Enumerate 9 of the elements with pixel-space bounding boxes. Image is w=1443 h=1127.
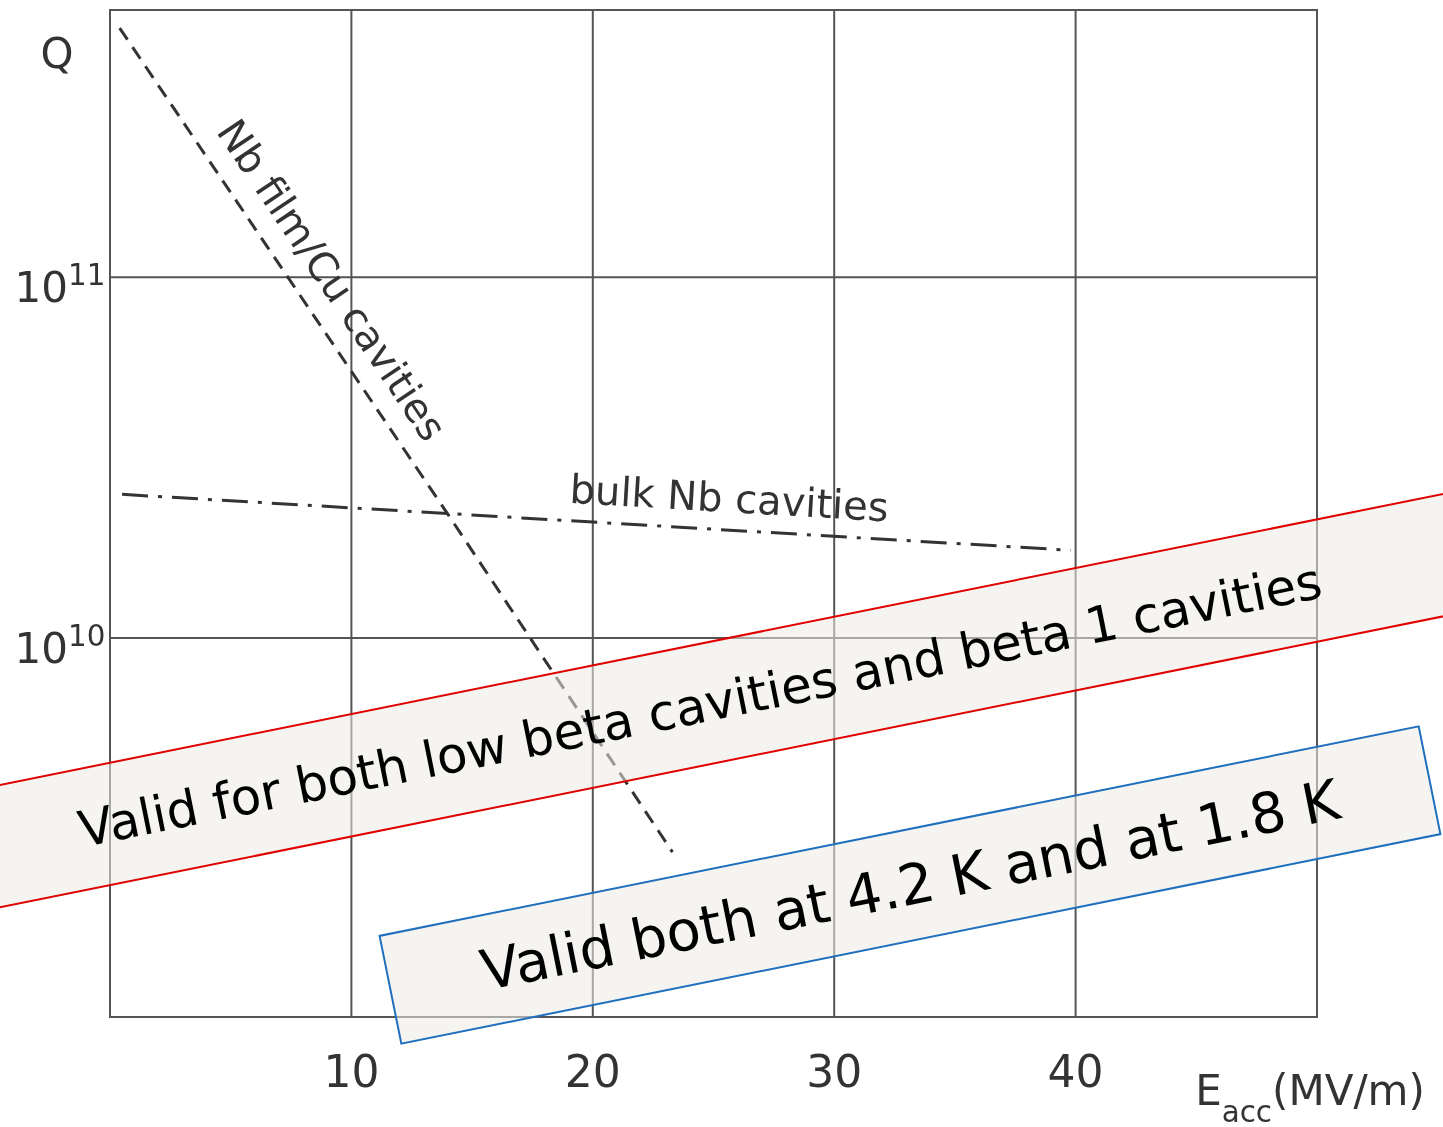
x-tick-label: 40 bbox=[1047, 1046, 1104, 1097]
x-axis-title: E$_{acc}$(MV/m) bbox=[1195, 1066, 1425, 1127]
x-tick-label: 30 bbox=[806, 1046, 863, 1097]
y-tick-label: 10$^{10}$ bbox=[14, 618, 106, 673]
x-tick-label: 20 bbox=[564, 1046, 621, 1097]
x-tick-label: 10 bbox=[323, 1046, 380, 1097]
y-tick-label: 10$^{11}$ bbox=[14, 258, 106, 313]
series-label: bulk Nb cavities bbox=[568, 465, 890, 531]
y-axis-title: Q bbox=[40, 29, 74, 78]
